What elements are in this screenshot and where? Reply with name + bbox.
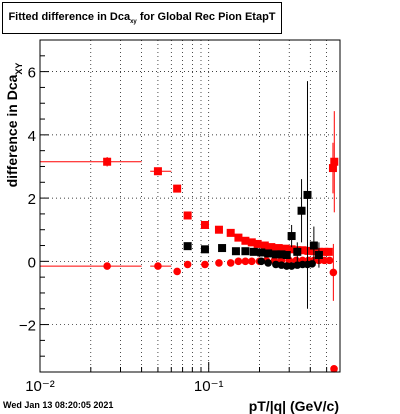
data-point-circle bbox=[241, 257, 250, 266]
data-point-square bbox=[234, 233, 243, 242]
data-point-circle bbox=[247, 257, 256, 266]
data-point-square bbox=[330, 157, 339, 166]
data-point-circle bbox=[325, 256, 334, 265]
data-point-circle bbox=[201, 260, 209, 269]
data-point-square bbox=[226, 228, 235, 237]
x-axis-label: pT/|q| (GeV/c) bbox=[249, 398, 339, 414]
data-point-square bbox=[241, 247, 250, 256]
data-point-square bbox=[320, 247, 329, 256]
data-point-square bbox=[247, 238, 256, 247]
data-point-square bbox=[287, 232, 296, 241]
data-point-circle bbox=[173, 267, 181, 276]
y-tick-label: 0 bbox=[28, 254, 36, 271]
data-point-square bbox=[241, 236, 250, 245]
data-point-circle bbox=[287, 262, 296, 270]
data-point-square bbox=[274, 244, 283, 253]
y-axis-label-subscript: XY bbox=[14, 63, 24, 75]
data-point-square bbox=[173, 184, 182, 193]
data-point-square bbox=[328, 164, 337, 173]
data-point-square bbox=[183, 211, 192, 220]
data-point-square bbox=[103, 157, 112, 166]
data-point-square bbox=[277, 250, 286, 259]
data-point-square bbox=[298, 246, 307, 255]
data-point-square bbox=[287, 245, 296, 254]
data-point-square bbox=[293, 247, 302, 256]
y-axis-label: difference in DcaXY bbox=[4, 63, 24, 188]
data-point-circle bbox=[234, 257, 243, 266]
series-layer bbox=[40, 81, 339, 373]
data-point-circle bbox=[264, 259, 272, 267]
data-point-circle bbox=[272, 260, 280, 269]
data-point-square bbox=[282, 251, 291, 260]
data-point-circle bbox=[308, 260, 316, 268]
data-point-square bbox=[214, 225, 223, 234]
data-point-square bbox=[257, 248, 266, 257]
plot-frame bbox=[39, 39, 341, 373]
y-tick-label: 6 bbox=[28, 65, 36, 82]
series-0 bbox=[40, 111, 339, 256]
data-point-square bbox=[281, 244, 290, 253]
y-tick-label: 2 bbox=[28, 191, 36, 208]
y-tick-label: 4 bbox=[28, 128, 36, 145]
data-point-circle bbox=[329, 268, 338, 277]
grid-layer bbox=[39, 40, 340, 372]
data-point-square bbox=[264, 249, 273, 258]
title-rest: for Global Rec Pion EtapT bbox=[136, 10, 276, 23]
data-point-circle bbox=[103, 262, 111, 270]
data-point-square bbox=[303, 190, 312, 199]
data-point-square bbox=[260, 241, 269, 250]
data-point-square bbox=[309, 241, 318, 250]
series-2 bbox=[183, 81, 323, 309]
data-point-square bbox=[253, 239, 262, 248]
data-point-square bbox=[218, 244, 227, 253]
data-point-square bbox=[249, 247, 258, 256]
data-point-square bbox=[153, 167, 162, 176]
y-tick-label: −2 bbox=[19, 318, 36, 335]
title-box: Fitted difference in Dcaxy for Global Re… bbox=[2, 2, 282, 34]
axis-layer: −2 0 2 4 6 10⁻² 10⁻¹ bbox=[19, 39, 328, 395]
series-3 bbox=[257, 257, 316, 270]
timestamp: Wed Jan 13 08:20:05 2021 bbox=[3, 400, 114, 410]
data-point-circle bbox=[330, 365, 338, 373]
data-point-square bbox=[304, 246, 313, 255]
chart-title: Fitted difference in Dcaxy for Global Re… bbox=[8, 11, 275, 25]
data-point-square bbox=[200, 245, 209, 254]
data-point-circle bbox=[154, 262, 162, 270]
data-point-circle bbox=[257, 257, 266, 266]
data-point-circle bbox=[215, 259, 223, 267]
x-tick-label: 10⁻² bbox=[25, 378, 55, 395]
data-point-square bbox=[231, 247, 240, 256]
data-point-circle bbox=[183, 260, 192, 269]
data-point-square bbox=[271, 250, 280, 259]
title-main: Fitted difference in Dca bbox=[8, 10, 131, 23]
title-subscript: xy bbox=[130, 19, 137, 26]
data-point-square bbox=[183, 242, 192, 251]
data-point-square bbox=[200, 220, 209, 229]
data-point-square bbox=[297, 206, 306, 215]
x-tick-label: 10⁻¹ bbox=[194, 378, 224, 395]
data-point-circle bbox=[226, 259, 235, 267]
data-point-square bbox=[267, 243, 276, 252]
data-point-square bbox=[324, 247, 333, 256]
data-point-square bbox=[314, 251, 323, 260]
